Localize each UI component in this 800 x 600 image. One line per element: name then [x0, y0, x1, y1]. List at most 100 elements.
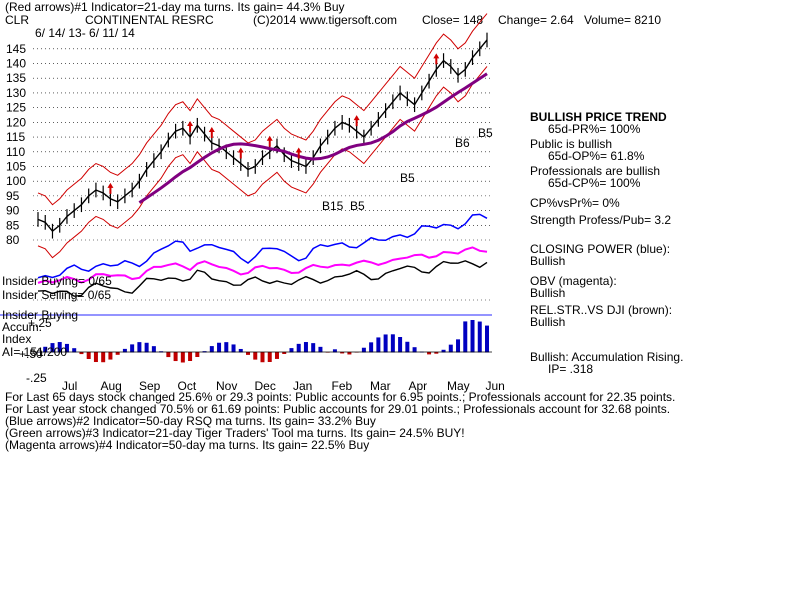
cpvspr-value: CP%vsPr%= 0% — [530, 196, 620, 210]
accum-bar — [477, 321, 482, 353]
relstr-label: REL.STR..VS DJI (brown): — [530, 303, 673, 317]
public-status: Public is bullish — [530, 137, 613, 151]
professionals-status: Professionals are bullish — [530, 164, 661, 178]
red-signal-arrow — [295, 147, 302, 159]
red-signal-arrow — [237, 147, 244, 159]
accum-bar — [456, 339, 461, 353]
accum-bar — [311, 343, 316, 353]
month-label: May — [447, 379, 470, 393]
accum-bar — [253, 352, 258, 360]
footer-blue-arrows: (Blue arrows)#2 Indicator=50-day RSQ ma … — [5, 414, 376, 428]
month-label: Jan — [293, 379, 312, 393]
accum-bar — [427, 352, 432, 355]
accum-bar — [448, 344, 453, 353]
red-signal-arrow — [107, 182, 114, 194]
accum-tick-label: +.25 — [28, 316, 52, 330]
footer-year: For Last year stock changed 70.5% or 61.… — [5, 402, 671, 416]
accum-bar — [383, 334, 388, 353]
price-tick-label: 105 — [6, 159, 26, 173]
accum-bar — [166, 352, 171, 358]
strength-value: Strength Profess/Pub= 3.2 — [530, 213, 672, 227]
signal-label: B5 — [350, 199, 365, 213]
accum-bar — [238, 348, 243, 353]
footer-green-arrows: (Green arrows)#3 Indicator=21-day Tiger … — [5, 426, 465, 440]
accum-bar — [195, 352, 200, 357]
price-tick-label: 120 — [6, 115, 26, 129]
accum-bar — [260, 352, 265, 363]
accum-bar — [64, 343, 69, 353]
red-signal-arrow — [266, 135, 273, 147]
accum-bar — [405, 341, 410, 353]
accum-bar — [434, 352, 439, 354]
signal-label: B5 — [400, 171, 415, 185]
month-label: Sep — [139, 379, 161, 393]
accum-bar — [57, 342, 62, 353]
accum-bar — [376, 337, 381, 353]
price-tick-label: 135 — [6, 71, 26, 85]
cp-value: 65d-CP%= 100% — [548, 176, 641, 190]
accum-bar — [101, 352, 106, 363]
closing-power-label: CLOSING POWER (blue): — [530, 242, 671, 256]
red-signal-arrow — [187, 121, 194, 133]
price-tick-label: 100 — [6, 174, 26, 188]
accum-bar — [485, 325, 489, 353]
accum-bar — [43, 346, 48, 353]
closing-power-line — [37, 213, 488, 279]
accum-bar — [340, 352, 345, 354]
red-signal-arrow — [433, 53, 440, 65]
insider-buying-label: Insider Buying= 0/65 — [2, 274, 112, 288]
accum-bar — [303, 342, 308, 353]
price-tick-label: 125 — [6, 101, 26, 115]
footer-65day: For Last 65 days stock changed 25.6% or … — [5, 390, 676, 404]
month-label: Apr — [409, 379, 428, 393]
accum-bar — [369, 342, 374, 353]
price-tick-label: 115 — [6, 130, 25, 144]
index-label: Index — [2, 332, 32, 346]
month-label: Mar — [370, 379, 391, 393]
accum-bar — [209, 346, 214, 353]
price-tick-label: 130 — [6, 86, 26, 100]
footer-magenta-arrows: (Magenta arrows)#4 Indicator=50-day ma t… — [5, 438, 370, 452]
accum-bar — [246, 352, 251, 355]
ai-label: AI= 151/200 — [2, 345, 68, 359]
month-label: Oct — [178, 379, 197, 393]
accum-bar — [231, 344, 236, 353]
accum-bar — [217, 342, 222, 353]
price-tick-label: 80 — [6, 233, 20, 247]
month-label: Dec — [255, 379, 276, 393]
price-line — [37, 39, 488, 233]
accum-bar — [274, 352, 279, 359]
accum-bar — [93, 352, 98, 363]
date-range: 6/ 14/ 13- 6/ 11/ 14 — [35, 26, 135, 40]
closing-power-value: Bullish — [530, 254, 566, 268]
accum-bar — [151, 346, 156, 353]
accum-bar — [115, 352, 120, 355]
accum-bar — [188, 352, 193, 362]
op-value: 65d-OP%= 61.8% — [548, 149, 645, 163]
close-value: Close= 148 — [422, 13, 484, 27]
price-tick-label: 90 — [6, 204, 20, 218]
price-tick-label: 140 — [6, 57, 26, 71]
accum-bar — [318, 346, 323, 353]
accum-tick-label: -.25 — [26, 371, 47, 385]
accum-bar — [108, 352, 113, 360]
pr-value: 65d-PR%= 100% — [548, 122, 641, 136]
price-tick-label: 110 — [6, 145, 25, 159]
upper-band — [37, 13, 488, 206]
accum-bar — [289, 348, 294, 353]
accum-bar — [144, 342, 149, 353]
accum-label: Accum. — [2, 320, 43, 334]
red-signal-arrow — [353, 115, 360, 127]
obv-line — [37, 246, 488, 284]
accum-bar — [463, 321, 468, 353]
accum-bar — [79, 352, 84, 355]
red-signal-arrow — [208, 126, 215, 138]
accum-bar — [72, 348, 77, 353]
accum-bar — [398, 337, 403, 353]
lower-band — [37, 66, 488, 259]
price-tick-label: 145 — [6, 42, 26, 56]
company-name: CONTINENTAL RESRC — [85, 13, 214, 27]
change-value: Change= 2.64 — [498, 13, 574, 27]
insider-selling-label: Insider Selling= 0/65 — [2, 288, 112, 302]
